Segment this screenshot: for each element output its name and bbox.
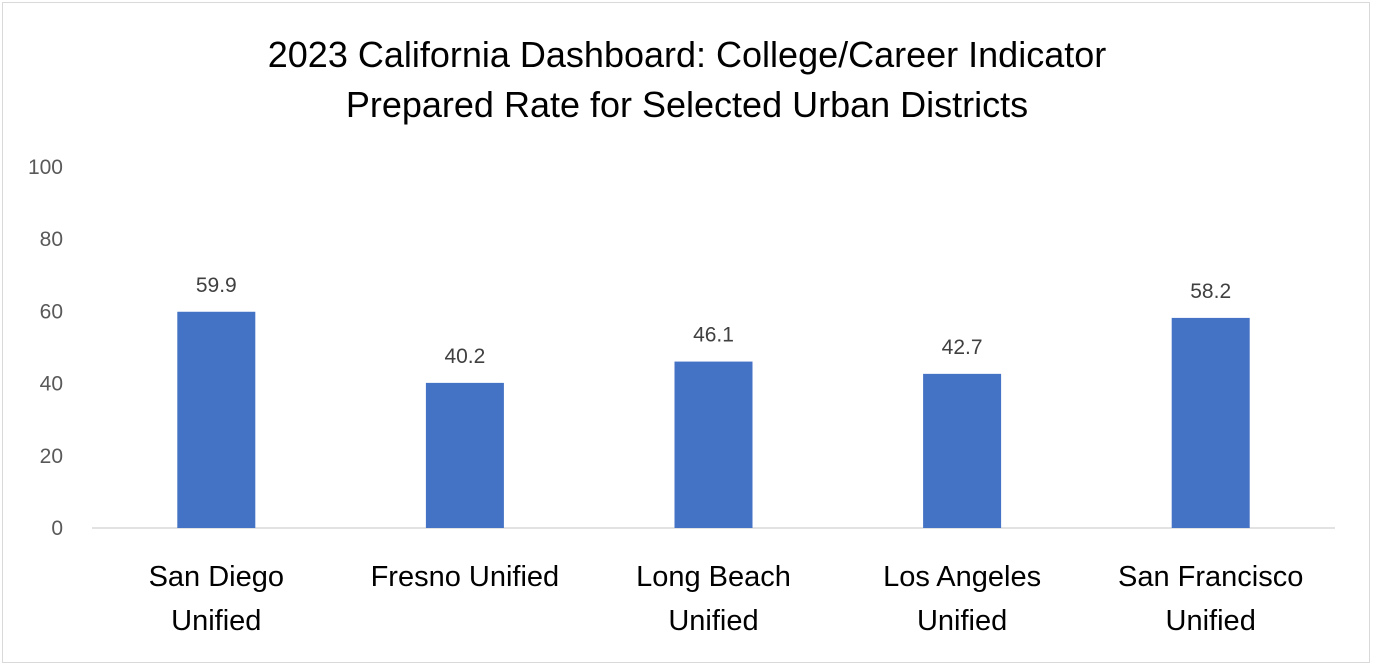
y-tick-label: 20 — [40, 445, 63, 468]
category-label: Unified — [668, 605, 758, 637]
y-tick-label: 100 — [28, 156, 63, 179]
data-label: 46.1 — [693, 324, 734, 347]
data-label: 58.2 — [1190, 280, 1231, 303]
y-tick-label: 60 — [40, 300, 63, 323]
chart-title: 2023 California Dashboard: College/Caree… — [0, 30, 1374, 130]
category-label: Unified — [1166, 605, 1256, 637]
data-label: 42.7 — [942, 336, 983, 359]
category-label: San Francisco — [1118, 561, 1303, 593]
category-label: Unified — [917, 605, 1007, 637]
bar — [674, 361, 753, 528]
y-tick-label: 0 — [51, 517, 63, 540]
chart-title-line-1: 2023 California Dashboard: College/Caree… — [267, 34, 1107, 75]
bar — [425, 382, 504, 528]
bar — [923, 373, 1002, 528]
bar — [177, 311, 256, 528]
bar — [1171, 317, 1250, 528]
category-label: Los Angeles — [883, 561, 1041, 593]
y-tick-label: 40 — [40, 373, 63, 396]
data-label: 59.9 — [196, 274, 237, 297]
chart-title-line-2: Prepared Rate for Selected Urban Distric… — [345, 84, 1029, 125]
category-label: Unified — [171, 605, 261, 637]
category-label: San Diego — [149, 561, 284, 593]
y-tick-label: 80 — [40, 228, 63, 251]
data-label: 40.2 — [444, 345, 485, 368]
category-label: Fresno Unified — [371, 561, 560, 593]
category-label: Long Beach — [636, 561, 791, 593]
